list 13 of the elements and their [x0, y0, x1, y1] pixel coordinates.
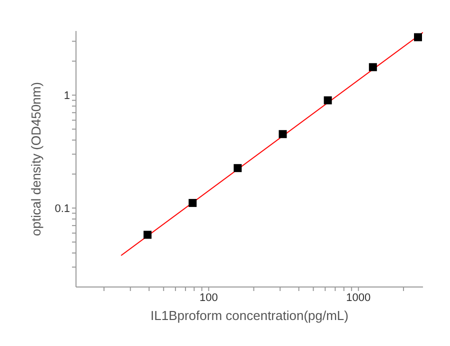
point — [278, 130, 287, 138]
y-axis-title: optical density (OD450nm) — [28, 82, 44, 236]
point — [188, 198, 197, 207]
point — [368, 63, 377, 72]
x-tick-label: 100 — [199, 292, 218, 304]
point — [144, 230, 152, 239]
x-tick-label: 1000 — [346, 292, 371, 304]
point — [324, 96, 332, 104]
y-tick-label: 1 — [64, 90, 70, 102]
y-tick-label: 0.1 — [54, 202, 70, 215]
point — [414, 33, 422, 42]
x-axis-title: IL1Bproform concentration(pg/mL) — [150, 308, 348, 323]
point — [234, 164, 242, 172]
